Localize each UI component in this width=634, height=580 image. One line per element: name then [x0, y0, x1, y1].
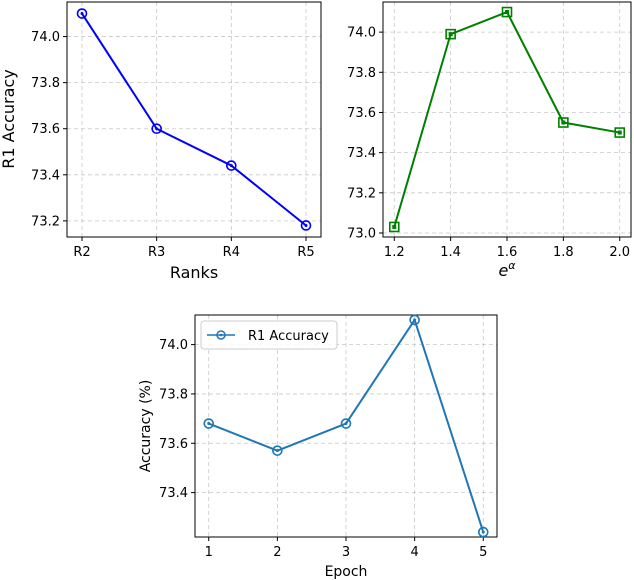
x-tick-label: R3 [148, 245, 165, 260]
x-tick-label: 1 [205, 545, 213, 560]
data-point-inner [617, 130, 622, 135]
data-point-inner [275, 449, 279, 453]
data-point-inner [448, 32, 453, 37]
chart-epoch-legend: R1 Accuracy [200, 320, 338, 350]
chart-alpha: 1.2 1.4 1.6 1.8 2.073.073.273.473.673.874.0 … [347, 1, 632, 280]
legend-box [200, 320, 338, 350]
y-tick-label: 73.6 [347, 106, 376, 121]
data-point-inner [304, 223, 308, 227]
chart-epoch-ticks: 1 2 3 4 5 73.4 73.6 73.8 74.0 [159, 338, 487, 560]
data-point [76, 8, 88, 19]
y-tick-label: 73.2 [347, 186, 376, 201]
x-tick-label: 5 [479, 545, 487, 560]
y-tick-label: 74.0 [159, 338, 188, 353]
chart-alpha-xlabel-sup: α [508, 259, 516, 272]
data-point-inner [392, 224, 397, 229]
data-point [409, 314, 420, 326]
chart-alpha-markers [388, 6, 626, 233]
data-point-inner [207, 422, 211, 426]
y-tick-label: 73.4 [31, 168, 60, 183]
data-point [614, 127, 626, 138]
chart-alpha-ticks: 1.2 1.4 1.6 1.8 2.0 73.0 73.2 73.4 73.6 73.8 74.0 [347, 26, 630, 260]
legend-label: R1 Accuracy [248, 329, 329, 344]
y-tick-label: 73.4 [347, 146, 376, 161]
chart-epoch-xlabel: Epoch [325, 564, 368, 580]
y-tick-label: 74.0 [31, 30, 60, 45]
data-point-inner [80, 12, 84, 16]
chart-epoch: 1 2 3 4 5 73.4 73.6 73.8 74.0 Epoch Accuracy (%)… [138, 314, 498, 580]
chart-epoch-markers [203, 314, 489, 538]
chart-alpha-xlabel: eα [498, 259, 516, 280]
chart-ranks-xlabel: Ranks [170, 263, 218, 282]
x-tick-label: 1.6 [497, 245, 518, 260]
chart-epoch-ylabel: Accuracy (%) [138, 380, 154, 473]
x-tick-label: 1.8 [553, 245, 574, 260]
y-tick-label: 73.8 [159, 387, 188, 402]
chart-alpha-grid [383, 2, 631, 237]
x-tick-label: R4 [223, 245, 240, 260]
chart-ranks: R2 R3 R4 R5 73.2 73.4 73.6 73.8 74.0 Ranks R1 Ac… [0, 1, 322, 282]
chart-ranks-line [81, 12, 307, 227]
y-tick-label: 73.0 [347, 226, 376, 241]
y-tick-label: 73.4 [159, 486, 188, 501]
y-tick-label: 73.8 [31, 76, 60, 91]
y-tick-label: 73.6 [31, 122, 60, 137]
data-point-inner [344, 422, 348, 426]
x-tick-label: R5 [297, 245, 314, 260]
data-point [558, 117, 569, 128]
data-point-inner [481, 530, 485, 534]
chart-ranks-frame [66, 1, 322, 238]
series-line [81, 12, 307, 227]
x-tick-label: 4 [410, 545, 418, 560]
data-point [203, 418, 215, 429]
x-tick-label: R2 [73, 245, 90, 260]
legend-marker-swatch [216, 330, 226, 340]
x-tick-label: 2.0 [609, 245, 630, 260]
x-tick-label: 1.4 [440, 245, 461, 260]
data-point [477, 526, 489, 538]
data-point-inner [561, 120, 566, 125]
x-tick-label: 3 [342, 545, 350, 560]
y-tick-label: 74.0 [347, 26, 376, 41]
chart-ranks-ticks: R2 R3 R4 R5 73.2 73.4 73.6 73.8 74.0 [31, 30, 315, 260]
data-point [501, 6, 513, 18]
data-point [445, 28, 456, 40]
y-tick-label: 73.2 [31, 214, 60, 229]
data-point [151, 123, 162, 135]
legend-marker-dot [219, 333, 223, 337]
data-point-inner [413, 318, 417, 322]
data-point-inner [229, 164, 233, 168]
data-point [388, 221, 400, 233]
data-point [272, 445, 283, 456]
data-point [300, 220, 312, 231]
data-point-inner [505, 10, 509, 15]
chart-alpha-xlabel-base: e [498, 261, 508, 280]
data-point [226, 160, 237, 171]
x-tick-label: 2 [273, 545, 281, 560]
data-point [340, 418, 352, 429]
chart-ranks-ylabel: R1 Accuracy [0, 69, 18, 168]
x-tick-label: 1.2 [384, 245, 405, 260]
chart-ranks-markers [76, 8, 312, 231]
y-tick-label: 73.6 [159, 437, 188, 452]
data-point-inner [155, 127, 159, 131]
chart-ranks-grid [67, 2, 321, 237]
y-tick-label: 73.8 [347, 66, 376, 81]
